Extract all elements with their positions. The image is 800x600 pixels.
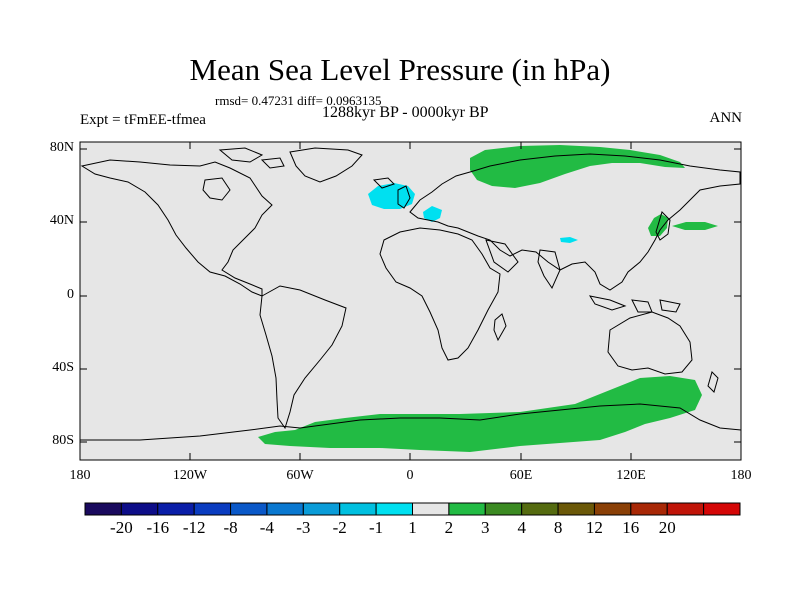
coastline-madagascar <box>493 313 507 342</box>
colorbar-label: -8 <box>223 518 238 537</box>
coastline-arabia <box>485 239 519 273</box>
lat-tick-label: 0 <box>67 287 74 302</box>
coastline-africa <box>379 227 501 361</box>
lat-tick-label: 40N <box>49 213 74 228</box>
colorbar-box <box>157 502 195 516</box>
colorbar-box <box>302 502 341 516</box>
east-asia-pacific-high <box>672 222 718 230</box>
lon-tick-label: 0 <box>406 468 414 483</box>
colorbar-box <box>84 502 122 516</box>
colorbar-box <box>521 502 559 516</box>
colorbar-label: 8 <box>553 518 563 537</box>
experiment-label: Expt = tFmEE-tfmea <box>80 112 206 128</box>
lon-tick-label: 180 <box>730 468 752 483</box>
mediterranean-low <box>423 206 442 222</box>
coastline-antarctica <box>80 403 742 441</box>
colorbar-label: -4 <box>259 518 274 537</box>
coastline-india <box>537 249 561 290</box>
colorbar-label: 1 <box>408 518 417 537</box>
colorbar-box <box>448 502 486 516</box>
colorbar-label: -16 <box>146 518 170 537</box>
colorbar-label: 2 <box>444 518 454 537</box>
colorbar-box <box>375 502 413 516</box>
plot-title: Mean Sea Level Pressure (in hPa) <box>189 52 611 87</box>
colorbar-label: 3 <box>481 518 490 537</box>
coastline-uk <box>397 185 411 209</box>
stats-label: rmsd= 0.47231 diff= 0.0963135 <box>215 93 382 108</box>
coastline-greenland <box>289 147 363 183</box>
colorbar-box <box>630 502 668 516</box>
lon-tick-label: 60E <box>509 468 533 483</box>
lon-tick-label: 60W <box>286 468 314 483</box>
lon-tick-label: 120E <box>616 468 646 483</box>
colorbar-box <box>557 502 595 516</box>
coastline-arctic-islands <box>218 147 285 169</box>
colorbar-box <box>666 502 705 516</box>
colorbar-box <box>266 502 304 516</box>
southern-ocean-high <box>258 376 702 452</box>
colorbar-label: -2 <box>332 518 347 537</box>
colorbar-box <box>230 502 268 516</box>
colorbar-box <box>593 502 632 516</box>
colorbar-label: -1 <box>369 518 384 537</box>
coastline-eurasia <box>409 153 741 291</box>
colorbar-label: -12 <box>182 518 206 537</box>
axis-ticks <box>79 142 742 460</box>
colorbar-label: 12 <box>585 518 603 537</box>
colorbar-box <box>193 502 232 516</box>
lat-tick-label: 80N <box>49 140 74 155</box>
coastline-australia <box>607 311 693 375</box>
anomaly-regions <box>258 145 718 452</box>
lat-tick-label: 40S <box>52 360 74 375</box>
colorbar-box <box>120 502 159 516</box>
colorbar-label: -20 <box>110 518 133 537</box>
tibet-low <box>560 237 578 243</box>
colorbar-label: 4 <box>517 518 526 537</box>
colorbar-label: -3 <box>296 518 311 537</box>
coastline-iceland <box>372 177 395 189</box>
lat-tick-label: 80S <box>52 433 74 448</box>
north-atlantic-low <box>368 183 415 209</box>
colorbar-box <box>484 502 523 516</box>
lon-tick-label: 120W <box>172 468 208 483</box>
coastline-south-america <box>259 285 347 430</box>
lon-tick-label: 180 <box>69 468 91 483</box>
coastline-new-zealand <box>707 371 719 393</box>
colorbar-box <box>703 502 741 516</box>
colorbar-box <box>339 502 377 516</box>
coastline-hudson-bay <box>202 177 231 201</box>
coastline-japan <box>655 211 671 241</box>
period-label: 1288kyr BP - 0000kyr BP <box>322 104 489 121</box>
colorbar-label: 20 <box>658 518 676 537</box>
season-label: ANN <box>709 110 743 126</box>
coastlines <box>80 147 742 441</box>
colorbar-box <box>412 502 450 516</box>
colorbar-label: 16 <box>622 518 640 537</box>
colorbar-boxes <box>84 502 741 516</box>
coastline-north-america <box>80 159 273 297</box>
